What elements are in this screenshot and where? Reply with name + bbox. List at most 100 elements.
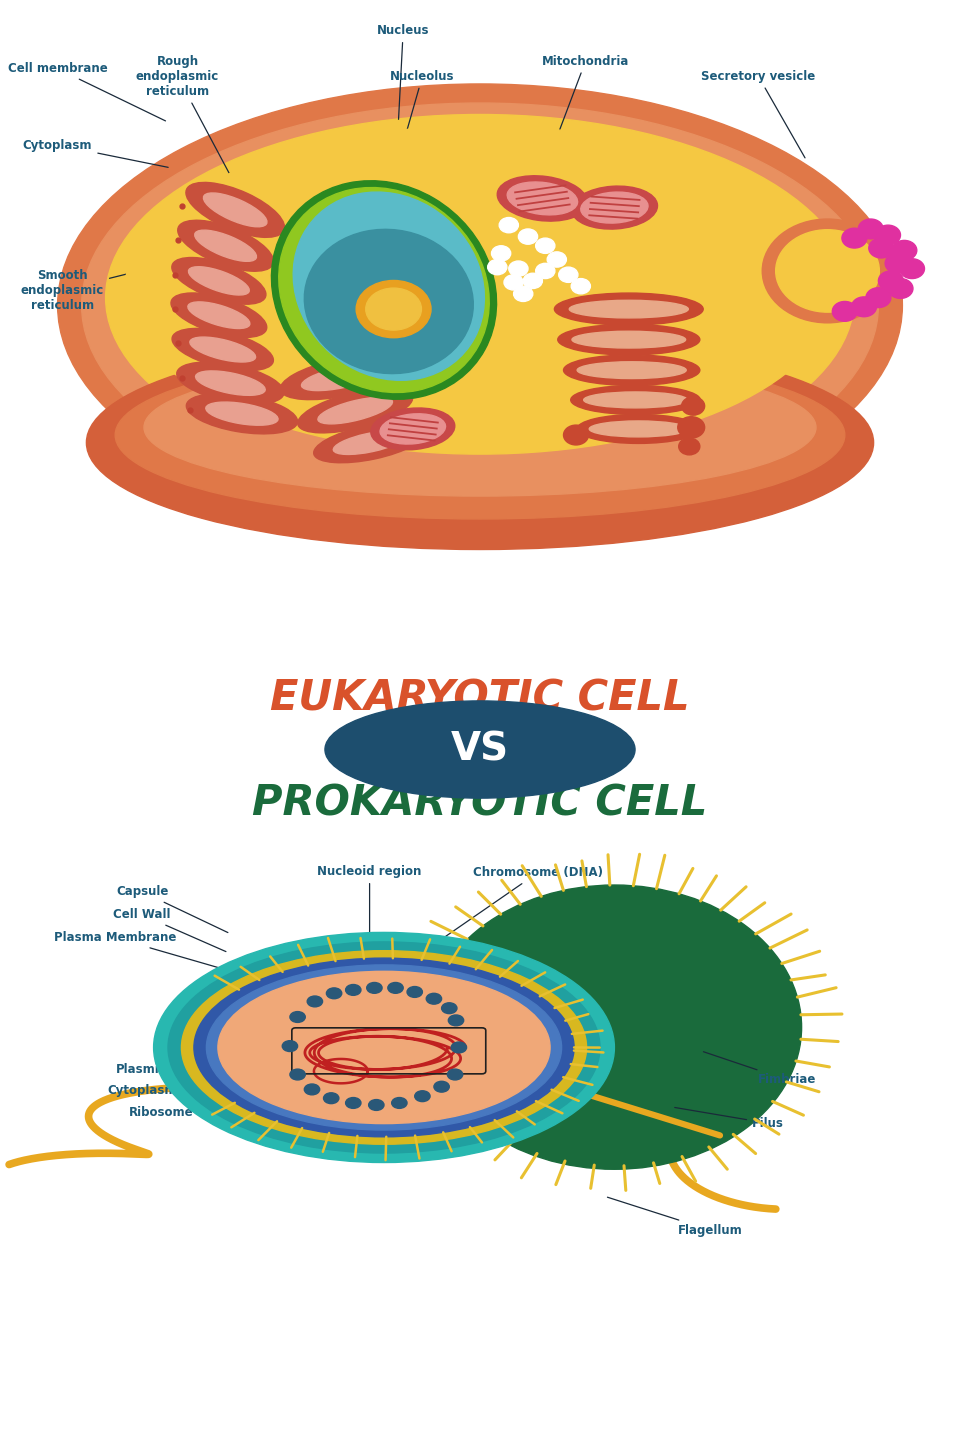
Circle shape [451, 1043, 467, 1053]
Ellipse shape [115, 351, 845, 518]
Ellipse shape [356, 281, 431, 338]
Circle shape [407, 986, 422, 998]
Circle shape [536, 264, 555, 278]
Circle shape [514, 287, 533, 301]
Text: Pilus: Pilus [675, 1107, 784, 1130]
Ellipse shape [125, 125, 835, 454]
Circle shape [858, 219, 883, 239]
Ellipse shape [301, 364, 380, 390]
Circle shape [346, 1097, 361, 1109]
Text: Cytoplasm: Cytoplasm [23, 138, 168, 167]
Circle shape [679, 438, 700, 455]
Circle shape [762, 219, 893, 323]
Ellipse shape [58, 84, 902, 527]
Ellipse shape [366, 288, 421, 330]
Circle shape [559, 266, 578, 282]
Circle shape [290, 1011, 305, 1022]
Ellipse shape [196, 372, 265, 396]
Circle shape [832, 301, 857, 321]
Circle shape [304, 1084, 320, 1094]
Circle shape [842, 228, 867, 248]
Circle shape [448, 1015, 464, 1025]
Ellipse shape [195, 230, 256, 261]
Ellipse shape [172, 258, 266, 304]
Text: Capsule: Capsule [116, 886, 228, 933]
Circle shape [442, 1002, 457, 1014]
Ellipse shape [186, 183, 284, 238]
Circle shape [876, 225, 900, 245]
Ellipse shape [278, 187, 490, 393]
Ellipse shape [106, 115, 854, 481]
Circle shape [878, 271, 903, 291]
Text: Cytoplasm: Cytoplasm [108, 1079, 266, 1097]
Circle shape [547, 252, 566, 268]
Circle shape [509, 261, 528, 276]
Text: Nucleus: Nucleus [377, 24, 429, 120]
Ellipse shape [577, 415, 700, 444]
Ellipse shape [194, 958, 574, 1136]
Ellipse shape [168, 942, 600, 1153]
Circle shape [415, 1090, 430, 1102]
Text: Ribosome: Ribosome [129, 1094, 274, 1119]
Circle shape [388, 982, 403, 994]
Text: Rough
endoplasmic
reticulum: Rough endoplasmic reticulum [136, 55, 229, 173]
Text: VS: VS [451, 730, 509, 769]
Text: Plasmid: Plasmid [116, 1063, 258, 1076]
Circle shape [426, 994, 442, 1004]
Circle shape [885, 253, 910, 274]
Ellipse shape [380, 413, 445, 444]
Ellipse shape [577, 361, 686, 379]
Ellipse shape [186, 393, 298, 433]
Ellipse shape [564, 354, 700, 386]
Circle shape [571, 278, 590, 294]
Ellipse shape [572, 331, 685, 348]
Text: Nucleoid region: Nucleoid region [318, 865, 421, 940]
Circle shape [866, 288, 891, 308]
Ellipse shape [318, 397, 393, 423]
Ellipse shape [218, 972, 550, 1123]
Circle shape [682, 397, 705, 415]
Text: PROKARYOTIC CELL: PROKARYOTIC CELL [252, 783, 708, 825]
Ellipse shape [177, 361, 284, 405]
Circle shape [518, 229, 538, 245]
Ellipse shape [181, 950, 587, 1145]
Text: EUKARYOTIC CELL: EUKARYOTIC CELL [271, 677, 689, 720]
Ellipse shape [555, 294, 703, 325]
Text: Flagellum: Flagellum [608, 1197, 743, 1237]
Text: Cell membrane: Cell membrane [8, 62, 165, 121]
Ellipse shape [205, 402, 278, 425]
Ellipse shape [581, 192, 648, 223]
Circle shape [488, 259, 507, 275]
Circle shape [369, 1100, 384, 1110]
Ellipse shape [371, 408, 455, 449]
Ellipse shape [171, 292, 267, 337]
Circle shape [324, 1093, 339, 1103]
Ellipse shape [584, 392, 687, 408]
Circle shape [852, 297, 876, 317]
Text: Fimbriae: Fimbriae [704, 1051, 816, 1086]
Circle shape [434, 1081, 449, 1092]
Circle shape [346, 985, 361, 995]
Ellipse shape [589, 420, 687, 436]
Ellipse shape [497, 176, 588, 222]
Ellipse shape [154, 933, 614, 1162]
Circle shape [564, 425, 588, 445]
Circle shape [678, 416, 705, 438]
Ellipse shape [507, 181, 578, 215]
Circle shape [892, 240, 917, 261]
Circle shape [326, 988, 342, 999]
Ellipse shape [144, 359, 816, 495]
Ellipse shape [204, 193, 267, 226]
Text: Secretory vesicle: Secretory vesicle [701, 69, 816, 158]
Ellipse shape [188, 266, 250, 295]
Ellipse shape [333, 431, 406, 455]
Ellipse shape [206, 965, 562, 1130]
Circle shape [447, 1068, 463, 1080]
Circle shape [888, 278, 913, 298]
Ellipse shape [570, 386, 700, 415]
Ellipse shape [298, 389, 413, 433]
Ellipse shape [571, 186, 658, 229]
Text: Golgi apparatus: Golgi apparatus [636, 314, 763, 344]
Ellipse shape [190, 337, 255, 361]
Ellipse shape [558, 324, 700, 354]
